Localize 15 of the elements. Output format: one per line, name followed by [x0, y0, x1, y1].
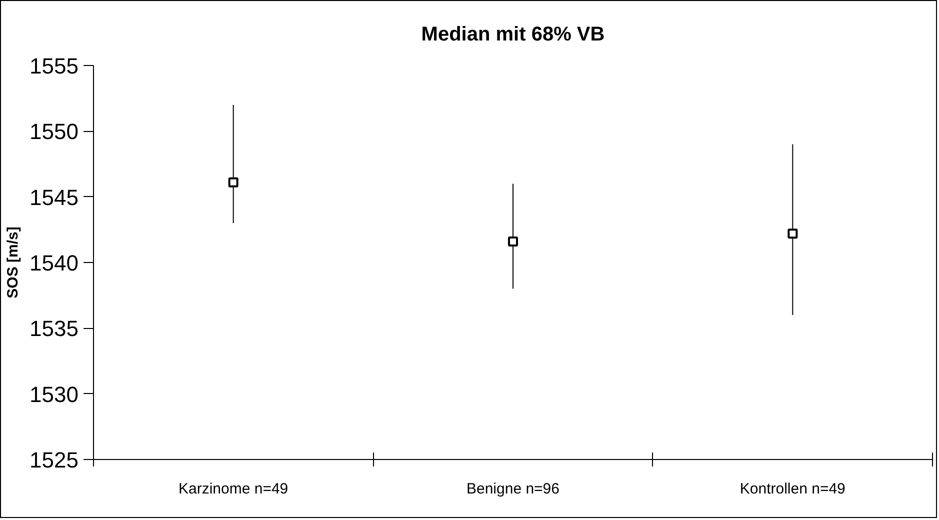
x-tick-label: Karzinome n=49	[178, 480, 288, 498]
y-tick-label: 1535	[30, 316, 79, 342]
y-axis-title: SOS [m/s]	[4, 226, 22, 298]
y-tick-label: 1530	[30, 382, 79, 407]
point	[228, 177, 238, 188]
x-tick-label: Benigne n=96	[466, 480, 560, 498]
point	[508, 236, 518, 246]
chart-title: Median mit 68% VB	[421, 24, 605, 46]
y-tick-label: 1545	[30, 184, 79, 210]
y-tick-label: 1525	[30, 448, 79, 472]
point	[788, 228, 798, 239]
y-tick-label: 1555	[30, 54, 79, 78]
y-tick-label: 1550	[30, 119, 79, 144]
y-tick-label: 1540	[30, 250, 79, 276]
x-tick-label: Kontrollen n=49	[740, 480, 846, 498]
